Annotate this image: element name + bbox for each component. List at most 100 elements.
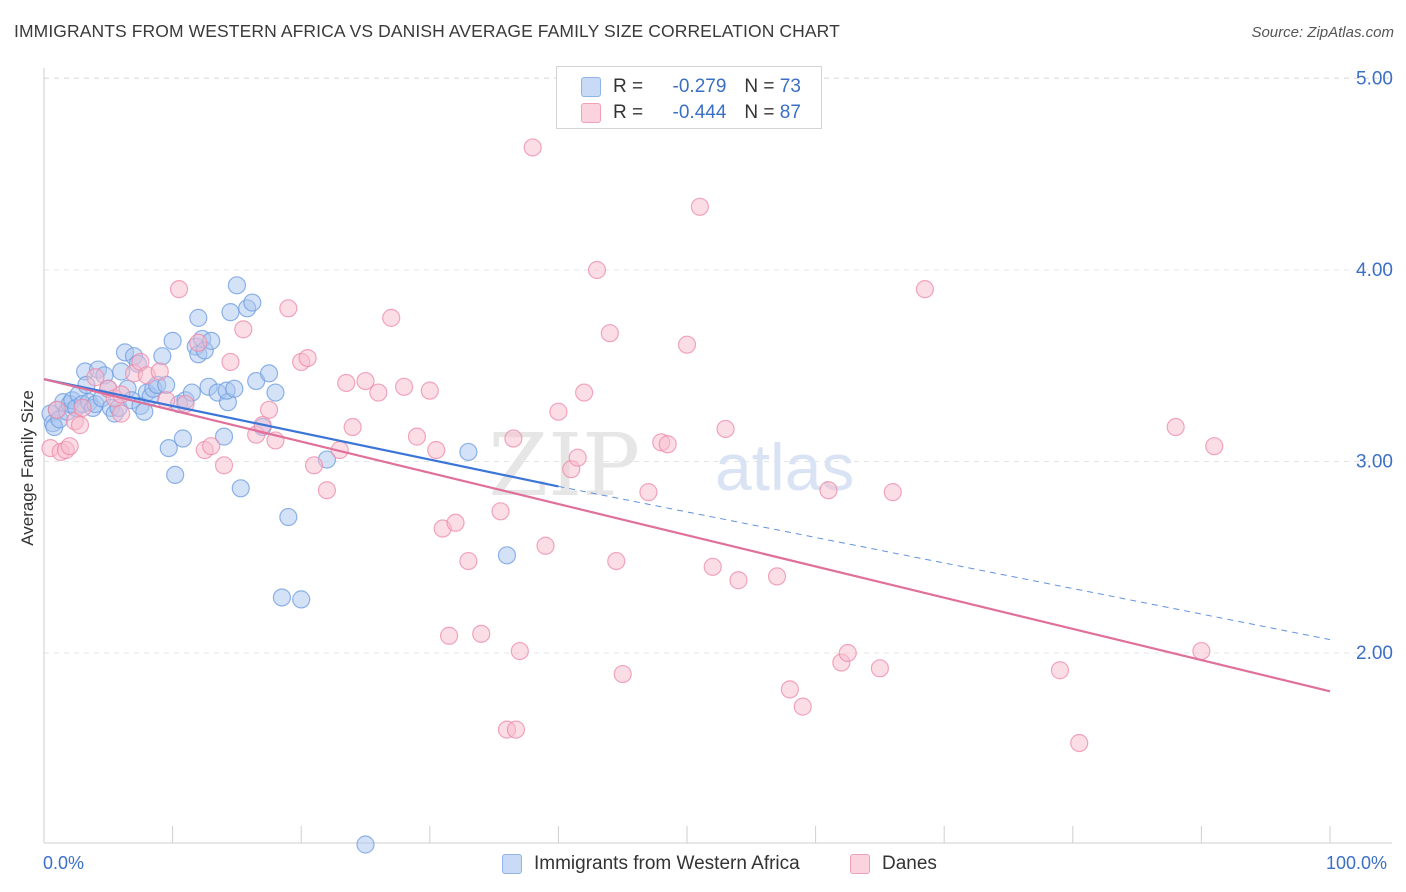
data-point-danes: [150, 362, 169, 381]
data-point-danes: [279, 299, 298, 318]
legend-n-label: N =: [744, 102, 775, 123]
data-point-danes: [510, 641, 529, 661]
trend-line-danes: [43, 378, 1331, 693]
data-point-western-africa: [227, 276, 246, 295]
data-point-danes: [575, 383, 594, 402]
y-tick-label: 4.00: [1356, 260, 1393, 281]
data-point-danes: [600, 324, 619, 343]
data-point-danes: [407, 427, 427, 446]
data-point-danes: [504, 429, 523, 448]
data-point-western-africa: [166, 465, 185, 485]
data-point-western-africa: [159, 438, 178, 458]
data-point-western-africa: [292, 590, 311, 609]
data-point-danes: [459, 551, 478, 571]
data-point-danes: [317, 481, 337, 500]
data-point-danes: [613, 664, 632, 684]
data-point-western-africa: [272, 588, 292, 607]
y-axis-label: Average Family Size: [18, 390, 37, 546]
data-point-danes: [394, 377, 414, 396]
data-point-danes: [677, 335, 697, 354]
y-tick-label: 3.00: [1356, 452, 1393, 473]
data-point-western-africa: [459, 442, 478, 462]
legend-r-value: -0.279: [672, 76, 727, 97]
data-point-danes: [472, 624, 491, 643]
data-point-western-africa: [259, 364, 279, 383]
data-point-danes: [337, 373, 356, 393]
data-point-western-africa: [153, 347, 172, 366]
data-point-danes: [1050, 661, 1070, 680]
data-point-danes: [382, 308, 401, 327]
series-swatch-blue: [502, 854, 522, 874]
data-point-danes: [234, 320, 253, 339]
trend-line-western-africa: [43, 378, 559, 488]
data-point-western-africa: [163, 331, 182, 350]
data-point-danes: [607, 551, 626, 571]
data-point-danes: [491, 502, 510, 521]
axes: [43, 68, 1392, 844]
data-point-danes: [189, 333, 208, 352]
data-point-danes: [60, 437, 79, 456]
data-point-western-africa: [266, 383, 285, 402]
data-point-danes: [369, 383, 388, 402]
data-point-danes: [838, 643, 857, 663]
data-point-danes: [439, 626, 459, 645]
data-point-danes: [298, 348, 317, 368]
legend-swatch-pink: [581, 103, 601, 123]
legend-n-value: 73: [779, 76, 801, 97]
data-point-danes: [427, 440, 446, 460]
legend-n-value: 87: [779, 102, 801, 123]
data-point-western-africa: [214, 427, 234, 446]
y-tick-label: 2.00: [1356, 643, 1393, 664]
data-point-danes: [780, 680, 799, 699]
legend-swatch-blue: [581, 77, 601, 97]
data-point-danes: [536, 536, 555, 555]
legend-r-value: -0.444: [672, 102, 727, 123]
data-point-danes: [703, 557, 722, 576]
y-tick-label: 5.00: [1356, 69, 1393, 90]
data-point-western-africa: [279, 507, 298, 527]
data-point-danes: [446, 513, 465, 532]
data-point-western-africa: [231, 479, 250, 498]
data-point-danes: [793, 697, 812, 716]
data-point-danes: [819, 481, 838, 500]
legend-n-label: N =: [744, 76, 775, 97]
data-point-danes: [506, 720, 526, 739]
series-legend-danes: Danes: [850, 850, 937, 878]
data-point-danes: [568, 448, 587, 467]
correlation-legend: R = -0.279 N = 73 R = -0.444 N = 87: [556, 66, 822, 129]
data-point-western-africa: [173, 429, 192, 448]
x-tick-label-min: 0.0%: [43, 853, 85, 873]
series-name: Immigrants from Western Africa: [534, 853, 800, 874]
source-label: Source: ZipAtlas.com: [1251, 24, 1394, 41]
data-point-danes: [915, 280, 935, 299]
trend-extension-western-africa: [558, 485, 1331, 641]
data-point-western-africa: [497, 546, 517, 565]
data-point-western-africa: [221, 303, 240, 322]
data-point-danes: [523, 138, 542, 157]
legend-row-danes: R = -0.444 N = 87: [581, 100, 801, 126]
data-point-danes: [690, 197, 709, 216]
data-point-danes: [729, 571, 748, 590]
data-point-danes: [112, 404, 131, 423]
data-point-danes: [343, 417, 362, 437]
data-point-danes: [767, 567, 787, 586]
data-point-danes: [1070, 733, 1089, 753]
data-point-western-africa: [243, 293, 262, 312]
legend-r-label: R =: [613, 102, 644, 123]
legend-r-label: R =: [613, 76, 644, 97]
data-point-danes: [47, 400, 66, 419]
data-point-danes: [221, 352, 240, 372]
data-point-danes: [356, 371, 375, 391]
chart-title: IMMIGRANTS FROM WESTERN AFRICA VS DANISH…: [14, 21, 840, 41]
data-point-danes: [639, 483, 658, 502]
data-point-danes: [73, 398, 92, 417]
data-point-western-africa: [356, 835, 375, 854]
data-point-danes: [658, 435, 677, 454]
data-point-western-africa: [225, 379, 244, 398]
series-swatch-pink: [850, 854, 870, 874]
data-point-danes: [70, 416, 90, 435]
data-point-danes: [549, 402, 568, 421]
data-point-danes: [870, 659, 890, 678]
data-point-western-africa: [189, 308, 208, 327]
